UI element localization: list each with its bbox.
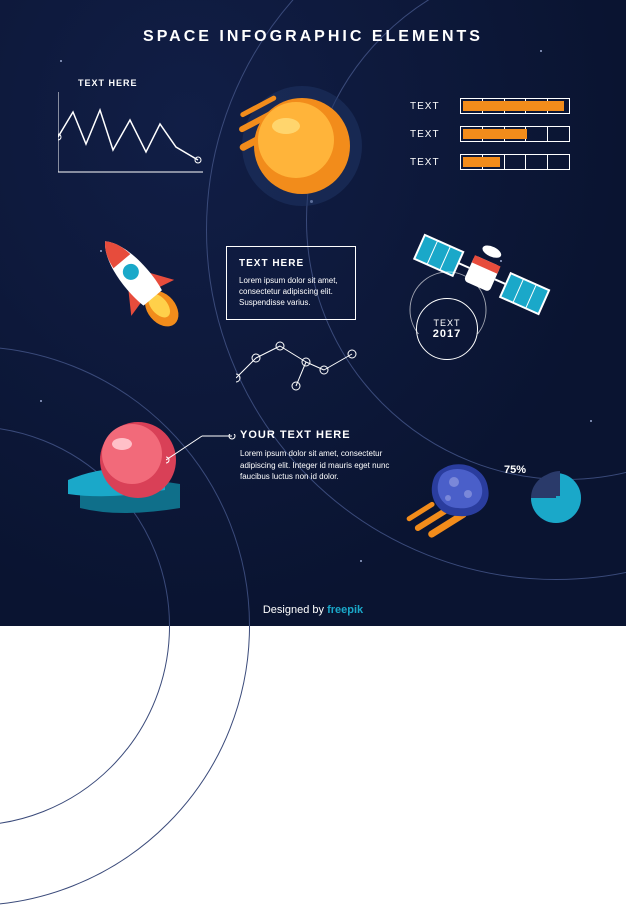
satellite-ring-label: TEXT 2017: [416, 298, 478, 360]
text-block-body: Lorem ipsum dolor sit amet, consectetur …: [240, 448, 410, 482]
ring-line1: TEXT: [433, 318, 460, 328]
bg-star: [60, 60, 62, 62]
bg-star: [360, 560, 362, 562]
footer-prefix: Designed by: [263, 604, 327, 616]
pie-chart: [528, 470, 584, 531]
bar-label: TEXT: [410, 157, 460, 168]
page-title: SPACE INFOGRAPHIC ELEMENTS: [0, 28, 626, 46]
sun-icon: [236, 80, 376, 215]
pie-label: 75%: [504, 464, 526, 476]
footer-brand: freepik: [327, 604, 363, 616]
rocket-icon: [76, 218, 196, 343]
leader-line: [166, 434, 236, 464]
bar-fill: [463, 157, 500, 167]
footer-credit: Designed by freepik: [0, 604, 626, 616]
asteroid-icon: [400, 448, 510, 543]
line-chart-label: TEXT HERE: [78, 78, 138, 88]
bar-track: [460, 154, 570, 170]
red-planet-text-block: YOUR TEXT HERE Lorem ipsum dolor sit ame…: [240, 428, 410, 482]
callout-body: Lorem ipsum dolor sit amet, consectetur …: [239, 275, 343, 309]
rocket-callout: TEXT HERE Lorem ipsum dolor sit amet, co…: [226, 246, 356, 320]
bar-track: [460, 98, 570, 114]
bg-star: [40, 400, 42, 402]
bar-label: TEXT: [410, 101, 460, 112]
constellation: [236, 336, 366, 401]
line-chart: [58, 92, 208, 187]
bar-fill: [463, 101, 564, 111]
text-block-heading: YOUR TEXT HERE: [240, 428, 410, 443]
callout-heading: TEXT HERE: [239, 257, 343, 271]
ring-line2: 2017: [433, 328, 461, 340]
bg-star: [590, 420, 592, 422]
bar-label: TEXT: [410, 129, 460, 140]
bar-fill: [463, 129, 527, 139]
progress-bars: TEXT TEXT TEXT: [410, 98, 570, 182]
bg-star: [540, 50, 542, 52]
bar-track: [460, 126, 570, 142]
red-planet-icon: [60, 404, 230, 539]
